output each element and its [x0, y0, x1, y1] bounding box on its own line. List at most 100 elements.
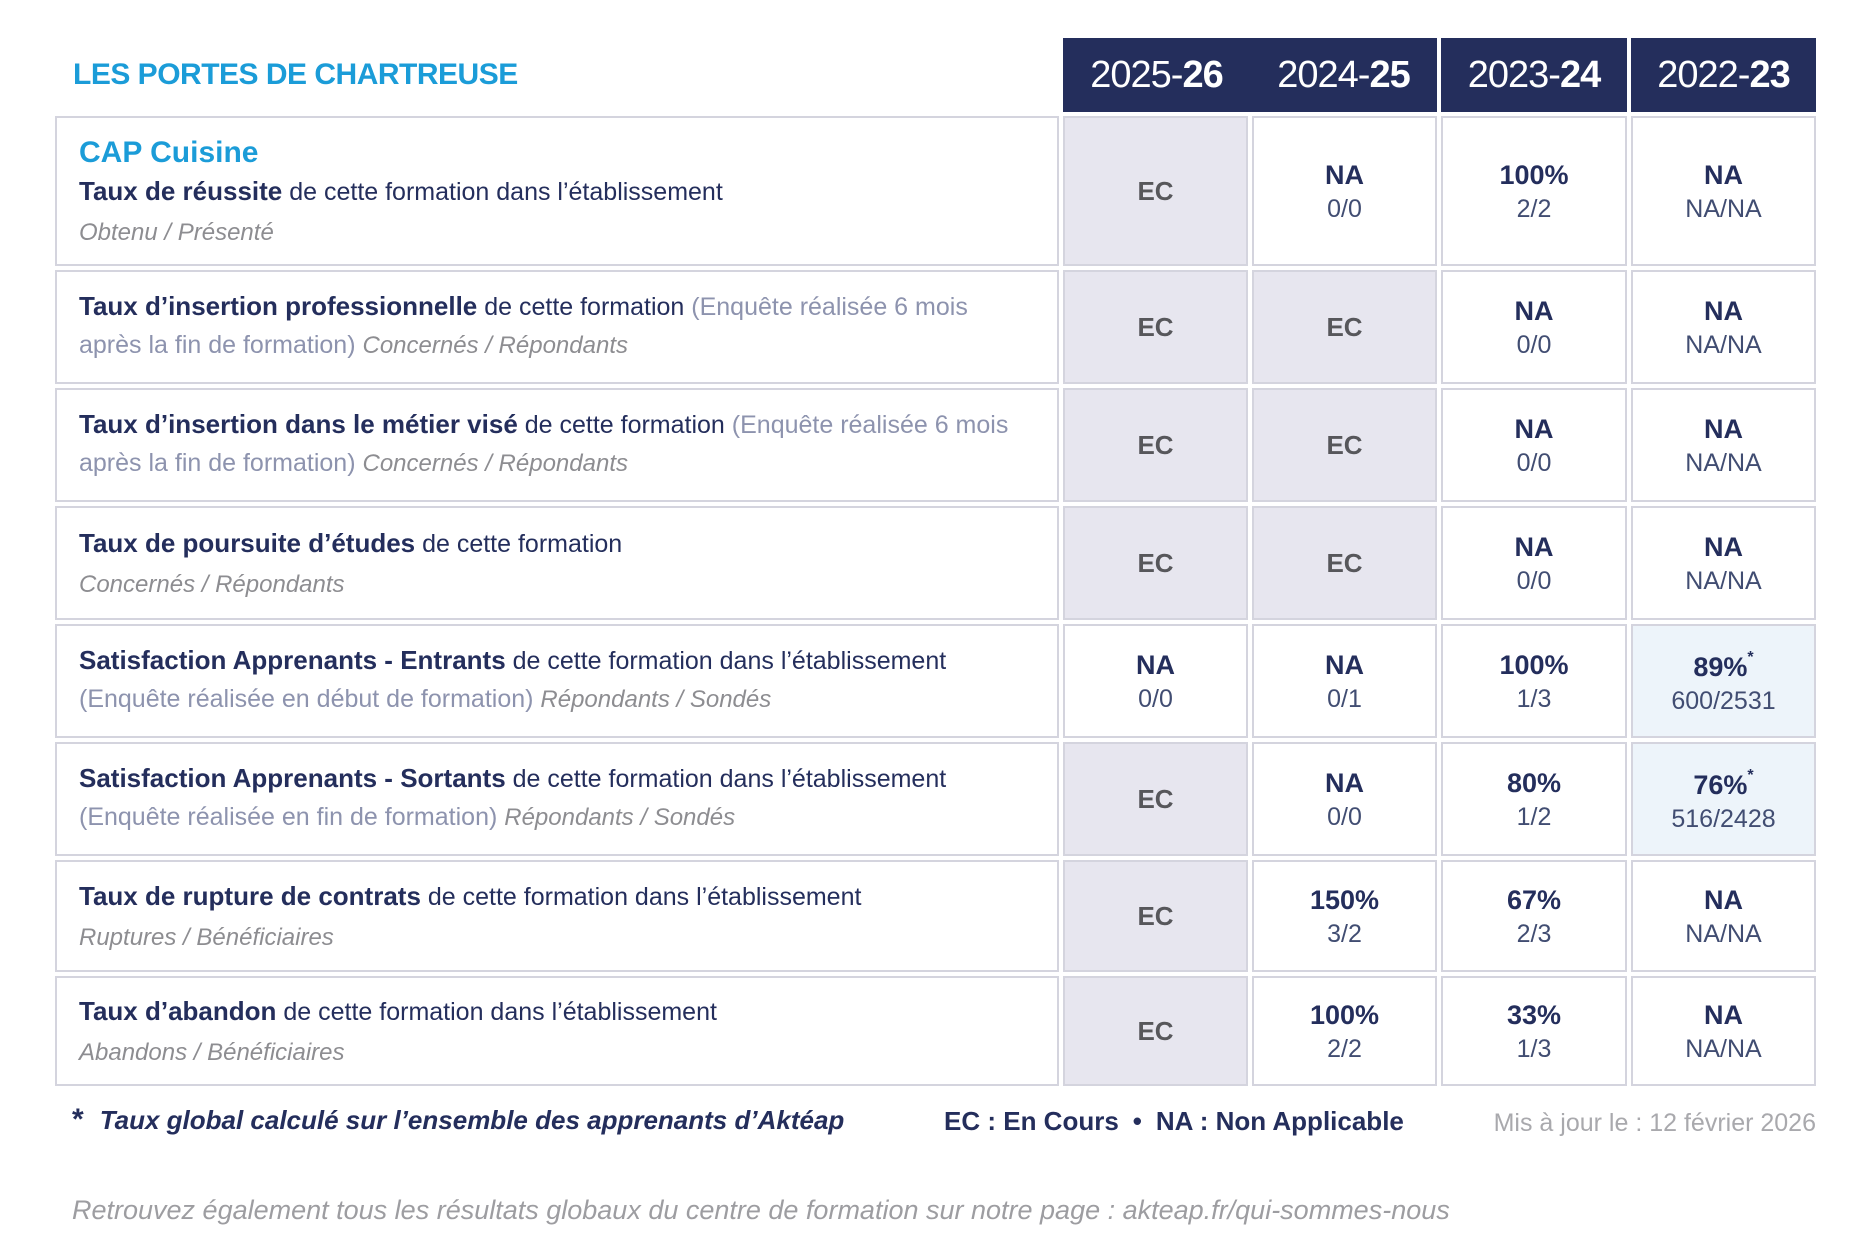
cell-main-value: 100%	[1499, 159, 1569, 190]
cell-sub-value: 516/2428	[1671, 805, 1776, 833]
cell-sub-value: 600/2531	[1671, 687, 1776, 715]
value-cell-row6-col1: EC	[1063, 742, 1248, 856]
cell-main-value: EC	[1326, 548, 1363, 578]
cell-sub-value: 0/0	[1327, 802, 1362, 831]
cell-sub-value: 1/2	[1516, 802, 1552, 831]
metric-label-cell: Taux d’insertion professionnelle de cett…	[55, 270, 1059, 384]
cell-main-value: NA	[1325, 649, 1364, 680]
cell-sub-value: NA/NA	[1685, 330, 1762, 359]
legend-ec: EC : En Cours	[944, 1106, 1119, 1136]
value-cell-row7-col3: 67% 2/3	[1441, 860, 1627, 972]
cell-main-value: 150%	[1309, 884, 1380, 915]
program-title: CAP Cuisine	[79, 135, 259, 169]
value-cell-row3-col4: NA NA/NA	[1631, 388, 1816, 502]
cell-main-value: 76%*	[1693, 767, 1754, 800]
cell-sub-value: 0/0	[1516, 330, 1552, 359]
value-cell-row5-col1: NA 0/0	[1063, 624, 1248, 738]
value-cell-row8-col3: 33% 1/3	[1441, 976, 1627, 1086]
cell-main-value: 89%*	[1693, 649, 1754, 682]
value-cell-row1-col1: EC	[1063, 116, 1248, 266]
metric-title: Taux de poursuite d’études de cette form…	[79, 527, 623, 558]
cell-sub-value: NA/NA	[1685, 566, 1762, 595]
cell-main-value: NA	[1704, 413, 1743, 444]
metric-label-cell: Taux d’insertion dans le métier visé de …	[55, 388, 1059, 502]
cell-sub-value: 0/0	[1516, 566, 1552, 595]
value-cell-row8-col1: EC	[1063, 976, 1248, 1086]
metric-title: Satisfaction Apprenants - Sortants de ce…	[79, 762, 947, 831]
cell-sub-value: 0/1	[1327, 684, 1362, 713]
cell-main-value: 100%	[1309, 999, 1380, 1030]
cell-main-value: EC	[1326, 430, 1363, 460]
cell-main-value: NA	[1325, 767, 1364, 798]
cell-sub-value: 0/0	[1516, 448, 1552, 477]
bottom-note: Retrouvez également tous les résultats g…	[72, 1195, 1450, 1225]
metric-title: Taux de rupture de contrats de cette for…	[79, 880, 862, 911]
metric-label-cell: Satisfaction Apprenants - Entrants de ce…	[55, 624, 1059, 738]
metric-label-cell: CAP Cuisine Taux de réussite de cette for…	[55, 116, 1059, 266]
metric-label-cell: Taux d’abandon de cette formation dans l…	[55, 976, 1059, 1086]
value-cell-row2-col3: NA 0/0	[1441, 270, 1627, 384]
value-cell-row7-col2: 150% 3/2	[1252, 860, 1437, 972]
cell-main-value: EC	[1137, 548, 1174, 578]
value-cell-row2-col4: NA NA/NA	[1631, 270, 1816, 384]
cell-main-value: NA	[1514, 413, 1554, 444]
cell-sub-value: NA/NA	[1685, 919, 1762, 948]
cell-sub-value: NA/NA	[1685, 448, 1762, 477]
cell-main-value: NA	[1704, 159, 1743, 190]
cell-main-value: NA	[1704, 999, 1743, 1030]
value-cell-row1-col3: 100% 2/2	[1441, 116, 1627, 266]
cell-sub-value: 3/2	[1327, 919, 1362, 948]
metric-label-cell: Taux de rupture de contrats de cette for…	[55, 860, 1059, 972]
header-year-2022-23: 2022-23	[1631, 38, 1816, 112]
value-cell-row3-col1: EC	[1063, 388, 1248, 502]
value-cell-row6-col4: 76%* 516/2428	[1631, 742, 1816, 856]
footnote: * Taux global calculé sur l’ensemble des…	[72, 1100, 844, 1140]
value-cell-row1-col4: NA NA/NA	[1631, 116, 1816, 266]
value-cell-row4-col1: EC	[1063, 506, 1248, 620]
value-cell-row2-col2: EC	[1252, 270, 1437, 384]
footnote-asterisk: *	[72, 1103, 84, 1136]
cell-main-value: EC	[1137, 176, 1174, 206]
value-cell-row3-col2: EC	[1252, 388, 1437, 502]
value-cell-row3-col3: NA 0/0	[1441, 388, 1627, 502]
cell-main-value: NA	[1136, 649, 1175, 680]
cell-main-value: EC	[1326, 312, 1363, 342]
value-cell-row6-col2: NA 0/0	[1252, 742, 1437, 856]
cell-main-value: NA	[1514, 531, 1554, 562]
cell-sub-value: 2/2	[1327, 1034, 1362, 1063]
value-cell-row7-col4: NA NA/NA	[1631, 860, 1816, 972]
cell-main-value: 80%	[1506, 767, 1562, 798]
metric-label-cell: Taux de poursuite d’études de cette form…	[55, 506, 1059, 620]
header-year-2023-24: 2023-24	[1441, 38, 1627, 112]
header-year-label: 2022-23	[1657, 53, 1790, 96]
cell-sub-value: 2/3	[1516, 919, 1552, 948]
cell-main-value: NA	[1704, 295, 1743, 326]
cell-sub-value: 1/3	[1516, 684, 1552, 713]
cell-main-value: EC	[1137, 784, 1174, 814]
metric-title: Taux d’abandon de cette formation dans l…	[79, 995, 717, 1026]
cell-main-value: NA	[1704, 531, 1743, 562]
metric-title: Taux de réussite de cette formation dans…	[79, 175, 723, 206]
cell-sub-value: 2/2	[1516, 194, 1552, 223]
cell-main-value: EC	[1137, 430, 1174, 460]
value-cell-row8-col2: 100% 2/2	[1252, 976, 1437, 1086]
value-cell-row5-col4: 89%* 600/2531	[1631, 624, 1816, 738]
metric-subline: Concernés / Répondants	[79, 570, 345, 598]
header-year-label: 2025-26	[1090, 53, 1223, 96]
value-cell-row4-col3: NA 0/0	[1441, 506, 1627, 620]
cell-main-value: EC	[1137, 312, 1174, 342]
org-title-cell: LES PORTES DE CHARTREUSE	[55, 38, 1059, 112]
cell-main-value: 67%	[1506, 884, 1562, 915]
value-cell-row4-col4: NA NA/NA	[1631, 506, 1816, 620]
cell-main-value: NA	[1514, 295, 1554, 326]
metric-title: Taux d’insertion professionnelle de cett…	[79, 290, 968, 359]
org-title: LES PORTES DE CHARTREUSE	[73, 58, 518, 91]
value-cell-row1-col2: NA 0/0	[1252, 116, 1437, 266]
results-table: LES PORTES DE CHARTREUSE 2025-26 2024-25 …	[55, 38, 1816, 1086]
cell-sub-value: 0/0	[1327, 194, 1362, 223]
cell-sub-value: 0/0	[1138, 684, 1173, 713]
cell-sub-value: 1/3	[1516, 1034, 1552, 1063]
value-cell-row5-col2: NA 0/1	[1252, 624, 1437, 738]
cell-main-value: NA	[1704, 884, 1743, 915]
header-year-label: 2024-25	[1277, 53, 1410, 96]
